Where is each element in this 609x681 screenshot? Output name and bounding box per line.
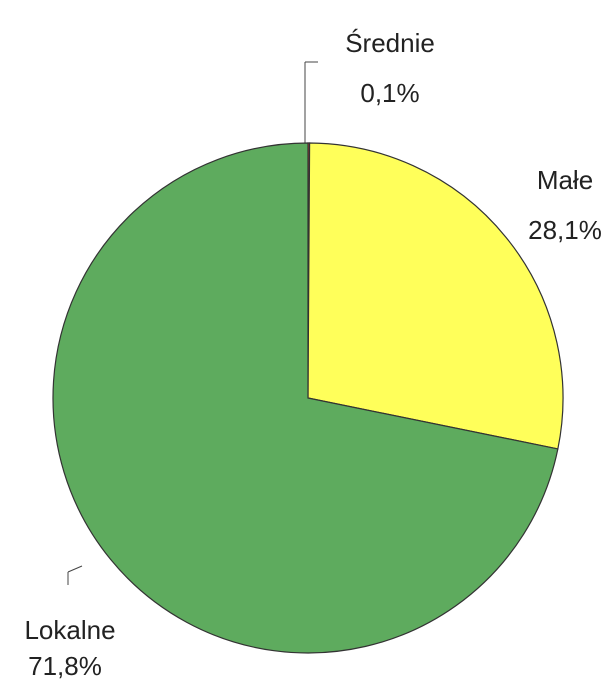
- leader-line: [67, 565, 83, 573]
- value-label: 0,1%: [360, 78, 419, 108]
- pie-slice: [307, 142, 564, 450]
- slice-label: Małe: [537, 165, 593, 195]
- slice-label: Lokalne: [24, 615, 115, 645]
- pie-slice: [52, 142, 559, 654]
- slice-label: Średnie: [345, 28, 435, 58]
- value-label: 71,8%: [28, 651, 102, 681]
- value-label: 28,1%: [528, 215, 602, 245]
